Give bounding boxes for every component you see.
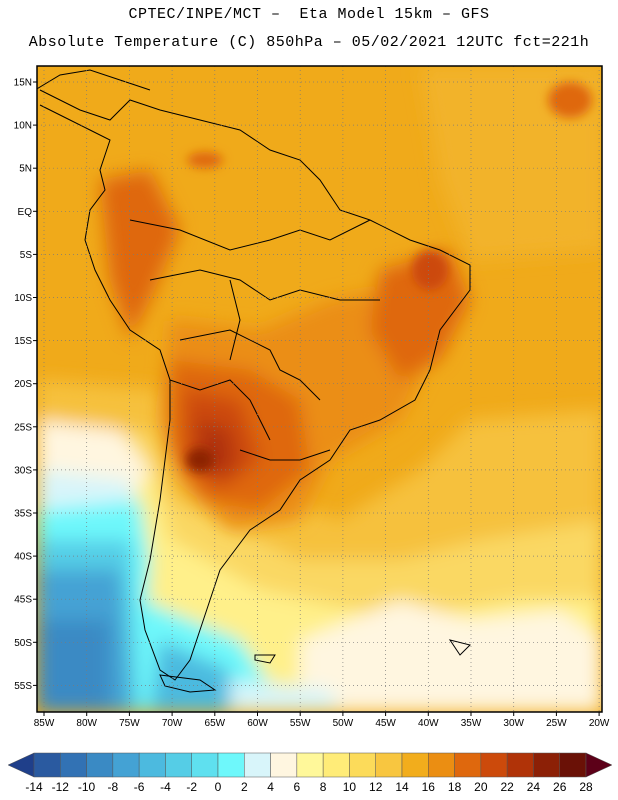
colorbar-box <box>506 752 534 778</box>
colorbar-box <box>60 752 87 778</box>
colorbar-box <box>533 752 560 778</box>
temperature-map: 15N 10N 5N EQ 5S 10S 15S 20S 25S 30S 35S 40S 45S 50S 5… <box>14 65 610 729</box>
colorbar-label: 20 <box>474 780 488 794</box>
colorbar-label: 0 <box>215 780 222 794</box>
colorbar-label: 8 <box>320 780 327 794</box>
colorbar-box <box>480 752 508 778</box>
colorbar-label: 16 <box>422 780 436 794</box>
lat-label: 30S <box>14 465 32 476</box>
lat-label: 25S <box>14 422 32 433</box>
colorbar-box <box>33 752 61 778</box>
colorbar-label: 28 <box>579 780 593 794</box>
colorbar-label: 12 <box>369 780 383 794</box>
lon-label: 35W <box>461 718 482 729</box>
lon-label: 55W <box>290 718 311 729</box>
lat-label: 45S <box>14 595 32 606</box>
lon-label: 30W <box>503 718 524 729</box>
lon-label: 45W <box>375 718 396 729</box>
lat-label: 15N <box>14 78 32 89</box>
lon-label: 70W <box>162 718 183 729</box>
colorbar-label: 18 <box>448 780 462 794</box>
colorbar-box <box>138 752 166 778</box>
temperature-field <box>37 66 602 712</box>
lat-label: 5S <box>20 250 33 261</box>
colorbar-box <box>112 752 140 778</box>
lon-label: 50W <box>333 718 354 729</box>
coastline <box>37 69 471 693</box>
colorbar-box <box>322 752 350 778</box>
map-frame <box>36 65 603 713</box>
colorbar-box <box>296 752 324 778</box>
colorbar-box <box>375 752 403 778</box>
colorbar-label: 14 <box>395 780 409 794</box>
colorbar-label: -10 <box>78 780 96 794</box>
chart-title-line1: CPTEC/INPE/MCT – Eta Model 15km – GFS <box>128 6 490 23</box>
colorbar-box <box>165 752 192 778</box>
colorbar-label: -14 <box>25 780 43 794</box>
chart-title-line2: Absolute Temperature (C) 850hPa – 05/02/… <box>28 34 590 51</box>
colorbar-box <box>401 752 429 778</box>
lon-label: 80W <box>76 718 97 729</box>
colorbar-label: -6 <box>134 780 145 794</box>
latitude-labels: 15N 10N 5N EQ 5S 10S 15S 20S 25S 30S 35S 40S 45S 50S 5… <box>14 78 37 692</box>
colorbar-label: 2 <box>241 780 248 794</box>
colorbar-label: -2 <box>186 780 197 794</box>
longitude-labels: 85W 80W 75W 70W 65W 60W 55W 50W 45W 40W 35W 30W 25W 2… <box>34 712 610 729</box>
colorbar-label: 6 <box>294 780 301 794</box>
colorbar-label: -12 <box>52 780 70 794</box>
lat-label: 50S <box>14 638 32 649</box>
lon-label: 20W <box>589 718 610 729</box>
colorbar-label: 26 <box>553 780 567 794</box>
colorbar-label: -8 <box>108 780 119 794</box>
lon-label: 60W <box>247 718 268 729</box>
lon-label: 75W <box>119 718 140 729</box>
colorbar-box <box>454 752 482 778</box>
colorbar-box <box>270 752 298 778</box>
lon-label: 25W <box>546 718 567 729</box>
colorbar-high-arrow <box>585 752 613 778</box>
colorbar-box <box>191 752 219 778</box>
colorbar-box <box>349 752 376 778</box>
lat-label: 40S <box>14 552 32 563</box>
colorbar-label: 10 <box>343 780 357 794</box>
lat-label: 10N <box>14 121 32 132</box>
colorbar-box <box>559 752 587 778</box>
lat-label: 15S <box>14 336 32 347</box>
colorbar-label: -4 <box>160 780 171 794</box>
lat-label: 35S <box>14 509 32 520</box>
colorbar-box <box>217 752 245 778</box>
lon-label: 40W <box>418 718 439 729</box>
lon-label: 65W <box>205 718 226 729</box>
colorbar-box <box>428 752 455 778</box>
lon-label: 85W <box>34 718 55 729</box>
lat-label: EQ <box>18 207 33 218</box>
lat-label: 10S <box>14 293 32 304</box>
lat-label: 20S <box>14 379 32 390</box>
colorbar-low-arrow <box>7 752 35 778</box>
colorbar-label: 4 <box>267 780 274 794</box>
lat-label: 55S <box>14 681 32 692</box>
colorbar-box <box>244 752 271 778</box>
colorbar-box <box>86 752 114 778</box>
colorbar: -14 -12 -10 -8 -6 -4 -2 0 2 4 6 8 10 12 14 16 18 20 22 24 26… <box>7 752 613 794</box>
colorbar-label: 24 <box>527 780 541 794</box>
colorbar-label: 22 <box>500 780 514 794</box>
lat-label: 5N <box>19 164 32 175</box>
